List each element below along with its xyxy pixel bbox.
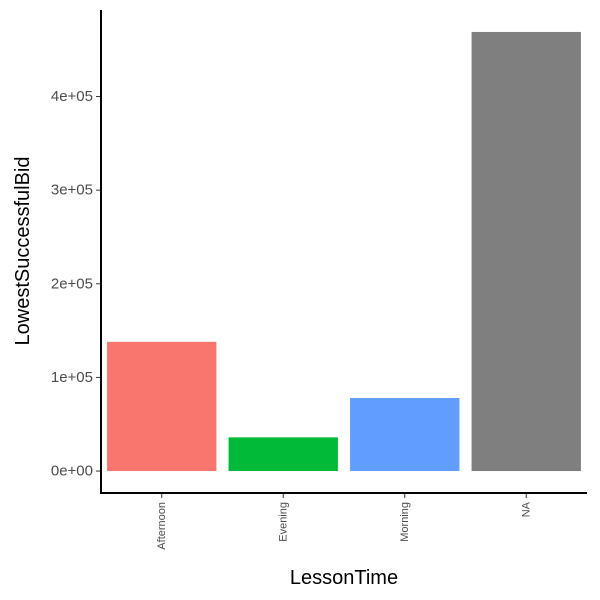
x-axis-ticks: Afternoon Evening Morning NA [156, 493, 532, 550]
bar-morning [350, 398, 460, 472]
bars-group [107, 31, 581, 472]
y-tick-label: 4e+05 [51, 88, 93, 105]
x-axis-title: LessonTime [290, 567, 398, 589]
y-tick-label: 0e+00 [51, 463, 93, 480]
x-tick-label: NA [520, 501, 532, 517]
y-tick-label: 2e+05 [51, 275, 93, 292]
y-axis-title: LowestSuccessfulBid [12, 157, 34, 346]
y-tick-label: 3e+05 [51, 182, 93, 199]
x-tick-label: Evening [277, 502, 289, 542]
bar-na [471, 31, 581, 472]
bar-afternoon [107, 341, 217, 472]
x-tick-label: Morning [399, 502, 411, 542]
y-axis-ticks: 0e+00 1e+05 2e+05 3e+05 4e+05 [51, 88, 101, 480]
bar-evening [228, 437, 338, 472]
x-tick-label: Afternoon [156, 502, 168, 550]
y-tick-label: 1e+05 [51, 369, 93, 386]
